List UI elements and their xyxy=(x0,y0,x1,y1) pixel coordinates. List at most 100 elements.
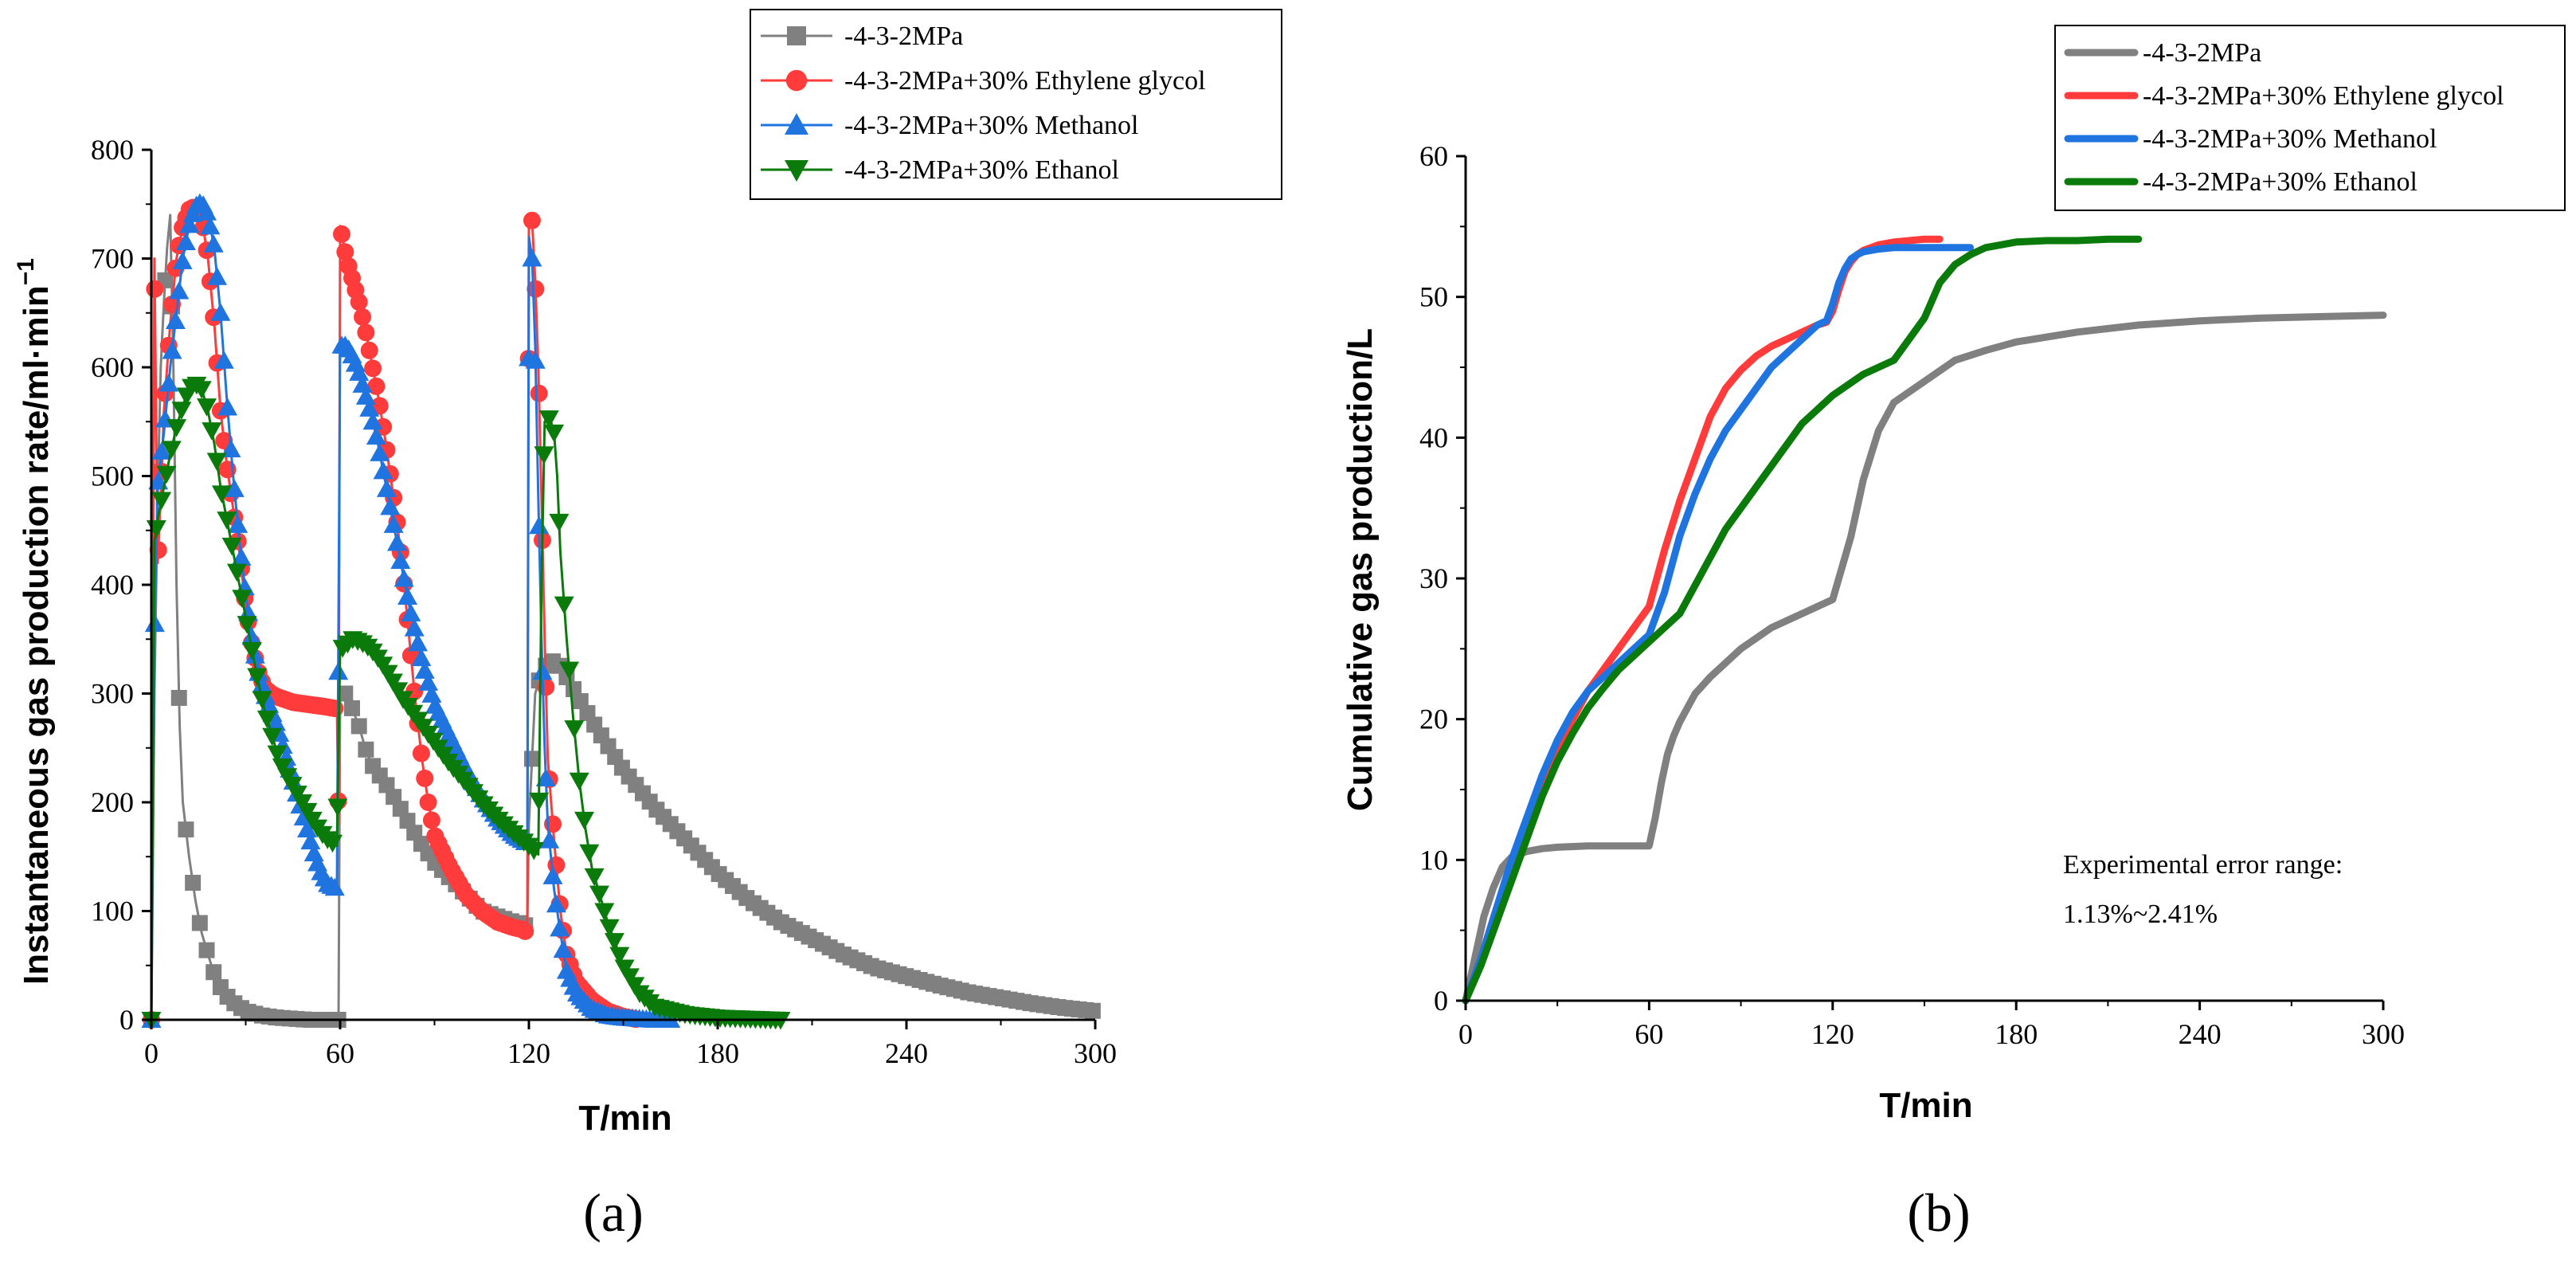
chart-b-panel-label: (b) xyxy=(1907,1182,1970,1243)
chart-a-data-point xyxy=(161,441,182,459)
chart-b-annotation-line2: 1.13%~2.41% xyxy=(2063,899,2218,929)
chart-b-x-tick-label: 60 xyxy=(1634,1018,1663,1050)
chart-a-data-point xyxy=(421,684,442,703)
chart-a-data-point xyxy=(231,547,252,566)
chart-a-y-tick-label: 800 xyxy=(91,134,134,166)
chart-a-data-point xyxy=(151,441,172,460)
chart-a-data-point xyxy=(579,844,600,863)
chart-b-series-4-3-2mpa-30-ethanol xyxy=(1462,235,2143,1005)
chart-a-legend-label: -4-3-2MPa+30% Ethylene glycol xyxy=(844,66,1206,96)
chart-a-legend-label: -4-3-2MPa+30% Methanol xyxy=(844,111,1139,140)
chart-a-data-point xyxy=(252,675,272,693)
chart-a-data-point xyxy=(191,915,208,931)
chart-a-data-point xyxy=(564,720,585,739)
chart-a-y-axis-label: Instantaneous gas production rate/ml·min… xyxy=(13,258,56,985)
chart-a-data-point xyxy=(523,842,544,860)
chart-a-data-point xyxy=(217,398,238,416)
chart-a-data-point xyxy=(349,363,370,381)
chart-a-data-point xyxy=(386,789,402,805)
chart-b-annotation-line1: Experimental error range: xyxy=(2063,850,2343,880)
chart-a-data-point xyxy=(344,700,361,716)
chart-a-data-point xyxy=(554,596,574,615)
chart-a-data-point xyxy=(529,792,550,811)
chart-b-x-tick-label: 120 xyxy=(1811,1018,1854,1050)
chart-a-data-point xyxy=(326,700,344,718)
chart-a-y-tick-label: 700 xyxy=(91,243,134,275)
chart-a-data-point xyxy=(337,685,354,702)
chart-b-x-axis-label: T/min xyxy=(1879,1086,1972,1125)
chart-a-series-line xyxy=(150,214,1096,1021)
chart-a-data-point xyxy=(217,511,237,530)
chart-a-x-tick-label: 240 xyxy=(885,1037,928,1069)
chart-a-data-point xyxy=(374,417,393,436)
chart-a-data-point xyxy=(419,794,437,811)
chart-b-y-axis-label: Cumulative gas production/L xyxy=(1341,328,1380,811)
chart-a-data-point xyxy=(589,885,609,904)
chart-a-data-point xyxy=(355,386,376,405)
chart-a-data-point xyxy=(207,267,228,285)
chart-a-data-point xyxy=(211,485,232,504)
chart-a-series-4-3-2mpa xyxy=(143,214,1101,1028)
chart-a-data-point xyxy=(538,410,559,429)
chart-a-data-point xyxy=(523,211,541,229)
chart-a-data-point xyxy=(221,537,242,556)
chart-b-legend-label: -4-3-2MPa+30% Ethanol xyxy=(2143,167,2417,197)
chart-b-plot-area xyxy=(1462,235,2387,1005)
chart-a-y-tick-label: 100 xyxy=(91,896,134,927)
chart-a-series-4-3-2mpa-30-ethylene-glycol xyxy=(143,198,645,1029)
chart-a-data-point xyxy=(332,225,350,243)
chart-a-y-tick-label: 500 xyxy=(91,461,134,492)
chart-a-data-point xyxy=(549,513,570,532)
chart-a-data-point xyxy=(411,648,432,667)
chart-a-data-point xyxy=(352,374,373,393)
chart-a-data-point xyxy=(1084,1002,1101,1019)
chart-a-data-point xyxy=(245,645,265,664)
chart-b-y-tick-label: 30 xyxy=(1419,562,1448,594)
chart-a-data-point xyxy=(364,359,382,378)
chart-b-legend-label: -4-3-2MPa+30% Methanol xyxy=(2143,124,2437,154)
chart-b-series-4-3-2mpa xyxy=(1462,312,2387,1005)
chart-a-y-tick-label: 200 xyxy=(91,786,134,818)
chart-a-y-tick-label: 300 xyxy=(91,678,134,710)
chart-a-data-point xyxy=(530,384,548,402)
chart-a-data-point xyxy=(169,280,190,300)
chart-a-data-point xyxy=(370,443,390,461)
chart-a-data-point xyxy=(357,323,375,342)
chart-a-data-point xyxy=(366,426,386,445)
chart-a-y-tick-label: 0 xyxy=(119,1004,134,1036)
chart-a-data-point xyxy=(206,964,222,981)
chart-a-data-point xyxy=(262,727,283,747)
chart-a-data-point xyxy=(324,877,345,896)
chart-a-data-point xyxy=(170,689,187,706)
chart-a-data-point xyxy=(252,691,272,709)
chart-a-data-point xyxy=(162,341,182,359)
chart-a-data-point xyxy=(584,868,605,887)
chart-a-legend-marker xyxy=(785,160,808,182)
chart-a-data-point xyxy=(166,419,187,437)
chart-a-data-point xyxy=(232,590,253,608)
chart-a-data-point xyxy=(350,718,367,735)
chart-a-data-point xyxy=(256,710,277,729)
chart-a-data-point xyxy=(386,532,407,551)
chart-a-data-point xyxy=(146,520,166,539)
chart-a-data-point xyxy=(383,515,404,533)
chart-a-data-point xyxy=(224,479,245,497)
chart-a-data-point xyxy=(336,243,354,261)
chart-a-data-point xyxy=(535,768,556,786)
chart-a-data-point xyxy=(404,618,425,637)
chart-a-data-point xyxy=(516,922,534,940)
chart-a-data-point xyxy=(151,492,172,511)
chart-a-data-point xyxy=(172,251,193,269)
chart-a-data-point xyxy=(241,641,262,660)
chart-a-data-point xyxy=(146,280,164,298)
chart-b-y-tick-label: 60 xyxy=(1419,140,1448,172)
chart-a-data-point xyxy=(393,568,414,587)
chart-a-data-point xyxy=(300,831,321,850)
chart-a-data-point xyxy=(359,398,380,417)
chart-a-data-point xyxy=(327,798,348,817)
chart-a-data-point xyxy=(200,216,221,235)
chart-a-legend-box xyxy=(750,9,1282,200)
chart-a-data-point xyxy=(544,424,565,443)
chart-a-data-point xyxy=(159,373,179,392)
chart-a: 0 60 120 180 240 300 0 100 200 300 400 500 600 700 800… xyxy=(13,9,1282,1243)
